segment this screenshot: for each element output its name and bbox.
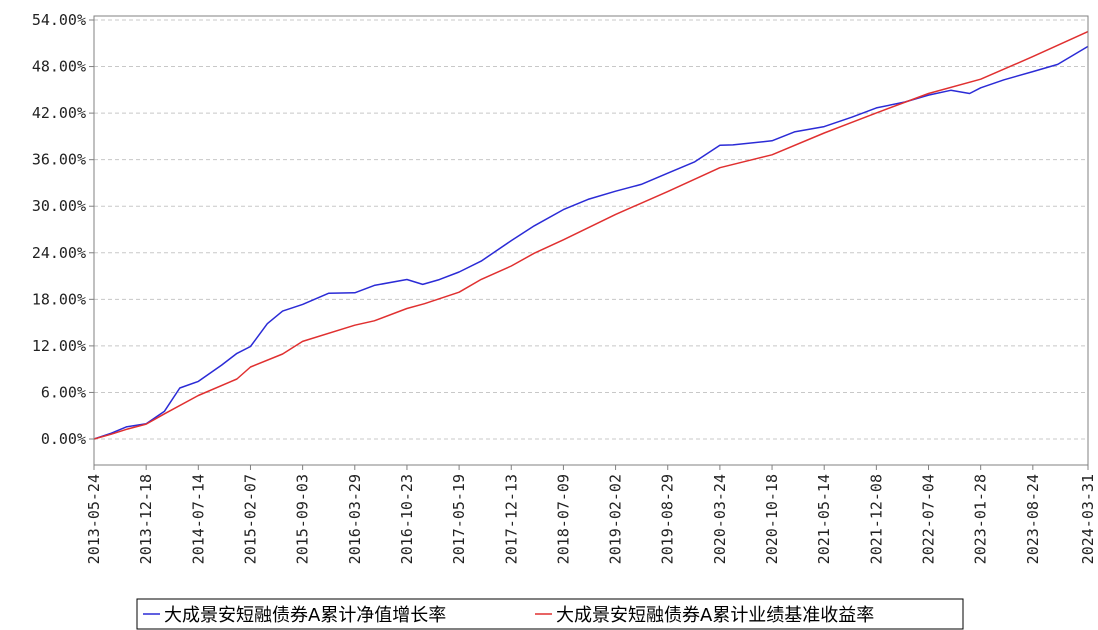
x-tick-label: 2014-07-14 — [189, 474, 207, 564]
y-tick-label: 18.00% — [32, 290, 86, 308]
y-tick-label: 12.00% — [32, 337, 86, 355]
plot-frame — [93, 15, 1089, 466]
x-tick-label: 2013-12-18 — [137, 474, 155, 564]
x-tick-label: 2021-05-14 — [815, 474, 833, 564]
x-tick-label: 2023-01-28 — [972, 474, 990, 564]
y-tick-label: 30.00% — [32, 197, 86, 215]
grid-lines — [94, 19, 1088, 440]
x-tick-label: 2015-02-07 — [241, 474, 259, 564]
x-tick-label: 2019-02-02 — [607, 474, 625, 564]
legend-label-benchmark: 大成景安短融债券A累计业绩基准收益率 — [556, 605, 874, 626]
x-tick-label: 2023-08-24 — [1024, 474, 1042, 564]
series-line-1 — [93, 30, 1089, 440]
y-tick-label: 36.00% — [32, 151, 86, 169]
x-tick-label: 2015-09-03 — [294, 474, 312, 564]
x-tick-label: 2013-05-24 — [85, 474, 103, 564]
x-tick-label: 2016-10-23 — [398, 474, 416, 564]
x-axis: 2013-05-24 2013-12-18 2014-07-14 2015-02-07… — [85, 465, 1097, 564]
y-tick-label: 6.00% — [41, 383, 86, 401]
x-tick-label: 2019-08-29 — [659, 474, 677, 564]
plot-background — [94, 16, 1088, 465]
series-line-0 — [93, 45, 1089, 440]
y-tick-label: 48.00% — [32, 58, 86, 76]
y-tick-label: 0.00% — [41, 430, 86, 448]
x-tick-label: 2020-10-18 — [763, 474, 781, 564]
x-tick-label: 2017-05-19 — [450, 474, 468, 564]
y-axis: 0.00% 6.00% 12.00% 18.00% 24.00% 30.00% 36.00%… — [32, 11, 94, 448]
x-tick-label: 2022-07-04 — [920, 474, 938, 564]
y-tick-label: 24.00% — [32, 244, 86, 262]
x-tick-label: 2016-03-29 — [346, 474, 364, 564]
legend: 大成景安短融债券A累计净值增长率 大成景安短融债券A累计业绩基准收益率 — [136, 598, 964, 630]
y-tick-label: 54.00% — [32, 11, 86, 29]
y-tick-label: 42.00% — [32, 104, 86, 122]
x-tick-label: 2024-03-31 — [1079, 474, 1097, 564]
series-layer — [93, 30, 1089, 440]
x-tick-label: 2020-03-24 — [711, 474, 729, 564]
legend-label-nav: 大成景安短融债券A累计净值增长率 — [164, 605, 446, 626]
x-tick-label: 2018-07-09 — [554, 474, 572, 564]
x-tick-label: 2021-12-08 — [867, 474, 885, 564]
x-tick-label: 2017-12-13 — [502, 474, 520, 564]
